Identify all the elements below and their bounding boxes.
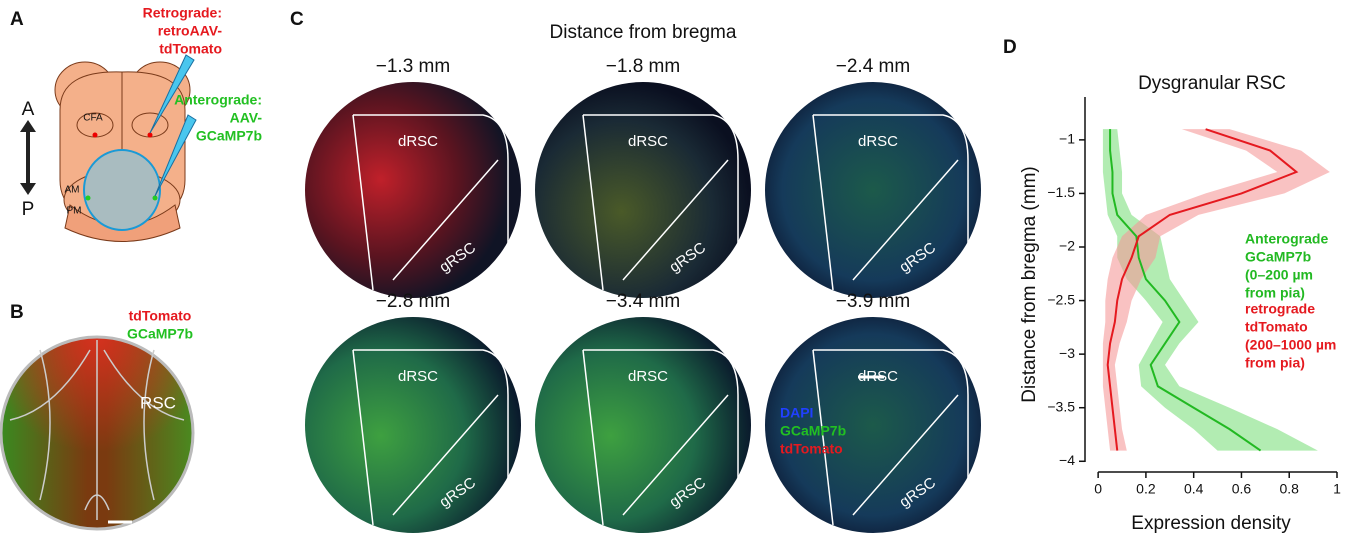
area-label: PM — [67, 206, 82, 217]
section-label: −3.9 mm — [836, 291, 910, 312]
region-label: RSC — [140, 393, 176, 412]
region-label: dRSC — [398, 133, 438, 150]
y-tick-label: −2 — [1059, 238, 1075, 254]
section-image — [535, 82, 751, 298]
area-label: AM — [65, 185, 80, 196]
section-label: −3.4 mm — [606, 291, 680, 312]
y-tick-label: −3.5 — [1047, 398, 1075, 414]
legend-label: GCaMP7b — [1245, 249, 1311, 265]
x-tick-label: 1 — [1333, 481, 1341, 497]
stain-label: DAPI — [780, 405, 813, 421]
region-label: dRSC — [628, 133, 668, 150]
y-tick-label: −3 — [1059, 345, 1075, 361]
region-outline — [812, 349, 969, 526]
channel-label: tdTomato — [129, 308, 192, 324]
line — [1106, 128, 1299, 451]
region-label: dRSC — [398, 368, 438, 385]
region-label: dRSC — [628, 368, 668, 385]
region-label: dRSC — [858, 133, 898, 150]
panel-letter: A — [10, 9, 24, 30]
panel-letter: D — [1003, 37, 1017, 58]
section-image — [305, 317, 521, 533]
legend-label: from pia) — [1245, 355, 1305, 371]
retrograde-label: Retrograde: retroAAV- tdTomato — [143, 5, 223, 57]
line — [1109, 129, 1262, 452]
stain-label: GCaMP7b — [780, 423, 846, 439]
x-tick-label: 0.6 — [1232, 481, 1252, 497]
label-line: tdTomato — [159, 41, 222, 57]
panel-letter: B — [10, 302, 24, 323]
channel-label: GCaMP7b — [127, 326, 193, 342]
x-tick-label: 0.4 — [1184, 481, 1204, 497]
legend-label: tdTomato — [1245, 319, 1308, 335]
x-tick-label: 0.2 — [1136, 481, 1156, 497]
chart-title: Dysgranular RSC — [1138, 73, 1286, 94]
label-line: retroAAV- — [158, 23, 223, 39]
x-tick-label: 0.8 — [1279, 481, 1299, 497]
label-line: AAV- — [230, 110, 263, 126]
section-label: −2.8 mm — [376, 291, 450, 312]
legend-label: from pia) — [1245, 285, 1305, 301]
section-label: −2.4 mm — [836, 56, 910, 77]
section-image — [765, 317, 981, 533]
region-outline — [582, 114, 739, 291]
y-tick-label: −1 — [1059, 131, 1075, 147]
label-line: Anterograde: — [174, 92, 262, 108]
axis-label: P — [22, 199, 35, 220]
legend-label: retrograde — [1245, 301, 1315, 317]
brain-schematic — [54, 61, 191, 242]
section-image — [305, 82, 521, 298]
injection-needle — [154, 114, 197, 197]
chart: Dysgranular RSC Expression density Distanc… — [1019, 73, 1341, 534]
legend-label: (200–1000 µm — [1245, 337, 1336, 353]
panel-letter: C — [290, 9, 304, 30]
panel-title: Distance from bregma — [550, 22, 737, 43]
y-axis-label: Distance from bregma (mm) — [1019, 166, 1040, 403]
region-outline — [352, 349, 509, 526]
band — [1102, 129, 1330, 451]
region-outline — [812, 114, 969, 291]
label-line: Retrograde: — [143, 5, 222, 21]
legend-label: (0–200 µm — [1245, 267, 1313, 283]
section-image — [535, 317, 751, 533]
axis-label: A — [22, 99, 35, 120]
stain-label: tdTomato — [780, 441, 843, 457]
section-label: −1.8 mm — [606, 56, 680, 77]
label-line: GCaMP7b — [196, 128, 262, 144]
region-outline — [582, 349, 739, 526]
injection-needle — [149, 54, 195, 134]
section-image — [765, 82, 981, 298]
area-label: CFA — [83, 113, 103, 124]
region-outline — [352, 114, 509, 291]
anterograde-label: Anterograde: AAV- GCaMP7b — [174, 92, 262, 144]
section-label: −1.3 mm — [376, 56, 450, 77]
band — [1102, 129, 1318, 451]
legend-label: Anterograde — [1245, 231, 1328, 247]
y-tick-label: −4 — [1059, 452, 1075, 468]
x-axis-label: Expression density — [1131, 513, 1291, 534]
y-tick-label: −1.5 — [1047, 184, 1075, 200]
widefield-image — [0, 335, 195, 531]
y-tick-label: −2.5 — [1047, 291, 1075, 307]
x-tick-label: 0 — [1094, 481, 1102, 497]
